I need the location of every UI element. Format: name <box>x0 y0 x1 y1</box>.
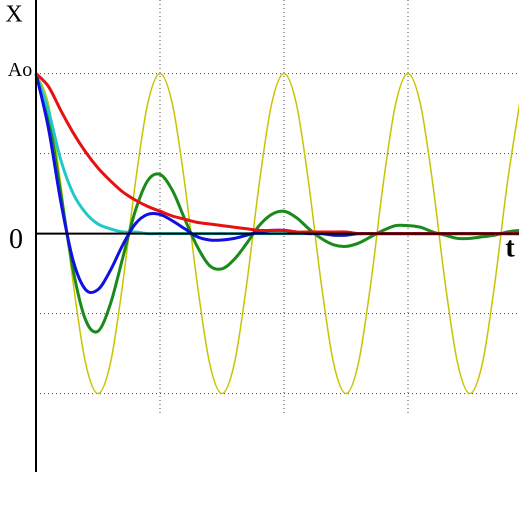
series-line <box>35 72 519 395</box>
series-line <box>34 73 519 295</box>
y-axis-label: X <box>5 2 22 28</box>
y-tick-label: Ao <box>8 59 32 81</box>
x-axis-label: t <box>505 232 515 263</box>
y-tick-label: 0 <box>9 224 23 255</box>
